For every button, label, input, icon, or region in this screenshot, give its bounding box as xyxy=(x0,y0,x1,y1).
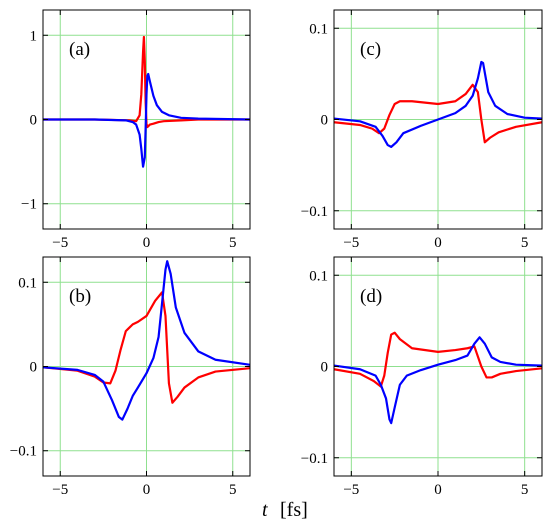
y-tick-label: 0 xyxy=(321,113,329,129)
x-axis-unit-label: [fs] xyxy=(280,499,308,521)
x-tick-label: 5 xyxy=(521,482,529,498)
y-tick-label: 1 xyxy=(30,28,38,44)
y-tick-label: −0.1 xyxy=(301,204,328,220)
panel-b: −5 0 5 −0.1 0 0.1 (b) xyxy=(10,256,251,498)
x-tick-label: 0 xyxy=(143,235,151,251)
y-tick-label: −0.1 xyxy=(10,444,37,460)
x-tick-label: 5 xyxy=(229,235,237,251)
x-tick-label: 0 xyxy=(434,235,442,251)
x-tick-label: 0 xyxy=(143,482,151,498)
panel-label: (c) xyxy=(360,39,381,60)
panel-a: −5 0 5 −1 0 1 (a) xyxy=(21,9,251,251)
series-line-red xyxy=(42,291,251,404)
panel-c: −5 0 5 −0.1 0 0.1 (c) xyxy=(301,9,543,251)
panel-d: −5 0 5 −0.1 0 0.1 (d) xyxy=(301,256,543,498)
series-line-blue xyxy=(333,336,543,425)
series-line-blue xyxy=(333,60,543,148)
x-tick-label: 5 xyxy=(229,482,237,498)
x-tick-label: 5 xyxy=(521,235,529,251)
y-tick-label: 0.1 xyxy=(18,275,37,291)
y-tick-label: −1 xyxy=(21,197,37,213)
x-tick-label: −5 xyxy=(343,235,359,251)
y-tick-label: 0.1 xyxy=(309,21,328,37)
series-line-blue xyxy=(42,260,251,421)
panel-label: (b) xyxy=(69,286,91,307)
x-tick-label: −5 xyxy=(52,235,68,251)
x-tick-label: −5 xyxy=(343,482,359,498)
y-tick-label: 0.1 xyxy=(309,268,328,284)
x-tick-label: 0 xyxy=(434,482,442,498)
y-tick-label: −0.1 xyxy=(301,451,328,467)
series-line-blue xyxy=(43,72,251,168)
x-axis-variable-label: t xyxy=(262,499,268,521)
x-tick-label: −5 xyxy=(52,482,68,498)
y-tick-label: 0 xyxy=(30,360,38,376)
y-tick-label: 0 xyxy=(30,113,38,129)
panel-label: (d) xyxy=(360,286,382,307)
y-tick-label: 0 xyxy=(321,360,329,376)
panel-label: (a) xyxy=(69,39,90,60)
